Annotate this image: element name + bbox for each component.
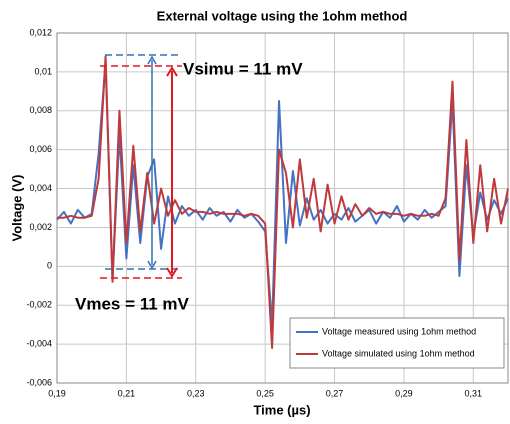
arrow-head [166,66,178,278]
legend-box [289,317,505,369]
y-tick-label: 0,006 [29,144,52,154]
x-tick-label: 0,29 [395,388,413,398]
series-line [57,55,509,349]
y-tick-label: 0 [47,261,52,271]
x-tick-label: 0,31 [465,388,483,398]
y-tick-label: 0,002 [29,222,52,232]
x-axis-label: Time (µs) [253,402,310,417]
measurement-guides [100,54,182,279]
chart-title: External voltage using the 1ohm method [157,8,408,23]
x-tick-label: 0,23 [187,388,205,398]
legend-label: Voltage simulated using 1ohm method [322,348,475,358]
annotation: Vsimu = 11 mV [183,59,303,78]
legend-label: Voltage measured using 1ohm method [322,326,476,336]
annotation: Vmes = 11 mV [75,294,190,313]
y-tick-label: -0,006 [26,377,52,387]
series-line [56,61,509,326]
plot-frame [56,32,509,384]
y-tick-label: 0,01 [34,66,52,76]
y-axis-label: Voltage (V) [9,175,24,242]
legend: Voltage measured using 1ohm method Voltag… [289,317,505,369]
plot-lines [56,55,509,349]
y-tick-label: -0,002 [26,300,52,310]
arrow-head [147,55,157,270]
x-tick-label: 0,21 [118,388,136,398]
y-tick-label: -0,004 [26,338,52,348]
x-tick-label: 0,19 [48,388,66,398]
x-tick-label: 0,25 [256,388,274,398]
x-tick-label: 0,27 [326,388,344,398]
y-tick-label: 0,004 [29,183,52,193]
y-tick-label: 0,008 [29,105,52,115]
y-tick-label: 0,012 [29,27,52,37]
